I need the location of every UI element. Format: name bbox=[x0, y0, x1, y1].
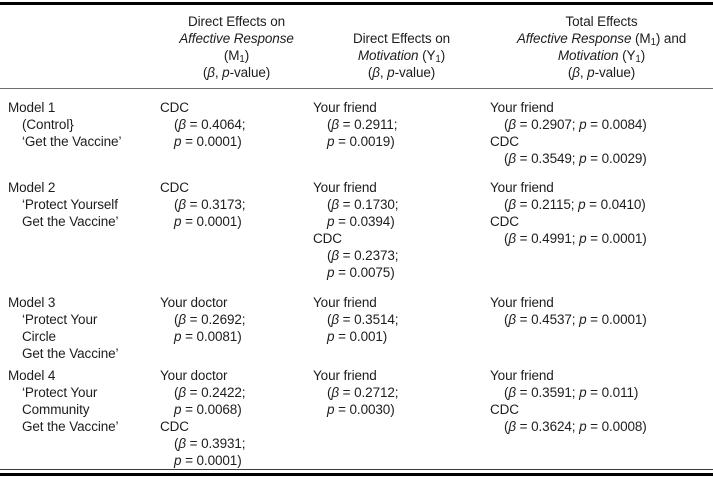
column-header-2: Direct Effects on Affective Response (M1)(… bbox=[160, 13, 313, 81]
model-label-cell: Model 4 ‘Protect Your Community Get the Vac… bbox=[8, 367, 160, 469]
model-label-line: Get the Vaccine’ bbox=[22, 419, 119, 434]
effect-line: Your friend bbox=[313, 295, 377, 310]
model-label-line: ‘Protect Your bbox=[22, 385, 98, 400]
effect-line: (β = 0.4537; p = 0.0001) bbox=[504, 312, 647, 327]
effect-line: (β = 0.2907; p = 0.0084) bbox=[504, 117, 647, 132]
table-header-rule bbox=[0, 88, 713, 89]
header-line: Direct Effects on bbox=[187, 14, 286, 29]
table-row-model-4: Model 4 ‘Protect Your Community Get the Vac… bbox=[0, 367, 713, 469]
table-row-model-2: Model 2 ‘Protect Yourself Get the Vaccine’… bbox=[0, 179, 713, 281]
model-label-line: Model 2 bbox=[8, 180, 56, 195]
effect-line: p = 0.0075) bbox=[327, 265, 395, 280]
effect-line: p = 0.0001) bbox=[174, 134, 242, 149]
table-body: Model 1 (Control} ‘Get the Vaccine’ CDC (β =… bbox=[0, 89, 713, 469]
effect-line: p = 0.0001) bbox=[174, 214, 242, 229]
effect-line: CDC bbox=[490, 402, 519, 417]
model-label-line: (Control} bbox=[22, 117, 74, 132]
header-line: Motivation (Y1) bbox=[357, 48, 446, 65]
effect-line: p = 0.0019) bbox=[327, 134, 395, 149]
table-top-rule bbox=[0, 2, 713, 5]
effect-line: Your friend bbox=[490, 295, 554, 310]
effect-cell: Your friend (β = 0.2115; p = 0.0410) CDC (β… bbox=[490, 179, 713, 281]
effect-line: p = 0.0394) bbox=[327, 214, 395, 229]
header-line: Affective Response (M1) and bbox=[516, 31, 687, 48]
effect-cell: Your doctor (β = 0.2692; p = 0.0081) bbox=[160, 294, 313, 362]
effect-line: p = 0.0001) bbox=[174, 453, 242, 468]
model-label-line: Model 3 bbox=[8, 295, 56, 310]
effect-line: p = 0.0068) bbox=[174, 402, 242, 417]
effect-line: (β = 0.2373; bbox=[327, 248, 399, 263]
effect-cell: Your friend (β = 0.3514; p = 0.001) bbox=[313, 294, 490, 362]
effect-line: Your friend bbox=[313, 180, 377, 195]
table-row-model-3: Model 3 ‘Protect Your Circle Get the Vaccin… bbox=[0, 294, 713, 362]
model-label-cell: Model 1 (Control} ‘Get the Vaccine’ bbox=[8, 99, 160, 167]
model-label-line: ‘Protect Your bbox=[22, 312, 98, 327]
effect-line: Your friend bbox=[490, 100, 554, 115]
effect-cell: Your friend (β = 0.3591; p = 0.011) CDC (β … bbox=[490, 367, 713, 469]
effect-line: (β = 0.2712; bbox=[327, 385, 399, 400]
effect-cell: Your doctor (β = 0.2422; p = 0.0068) CDC (β … bbox=[160, 367, 313, 469]
effect-line: (β = 0.3173; bbox=[174, 197, 246, 212]
effect-line: p = 0.0081) bbox=[174, 329, 242, 344]
table-bottom-thin-rule bbox=[0, 469, 713, 470]
table-header-row: Direct Effects on Affective Response (M1)(… bbox=[0, 5, 713, 88]
effect-line: p = 0.001) bbox=[327, 329, 388, 344]
table-row-model-1: Model 1 (Control} ‘Get the Vaccine’ CDC (β =… bbox=[0, 99, 713, 167]
effect-line: (β = 0.3591; p = 0.011) bbox=[504, 385, 639, 400]
effect-line: (β = 0.4064; bbox=[174, 117, 246, 132]
header-line: Direct Effects on bbox=[352, 31, 451, 46]
effect-cell: Your friend (β = 0.2907; p = 0.0084) CDC (β… bbox=[490, 99, 713, 167]
model-label-line: ‘Get the Vaccine’ bbox=[22, 134, 122, 149]
model-label-line: Community bbox=[22, 402, 90, 417]
header-line: Total Effects bbox=[565, 14, 638, 29]
effect-line: (β = 0.3624; p = 0.0008) bbox=[504, 419, 647, 434]
effect-line: Your doctor bbox=[160, 295, 228, 310]
table-bottom-thick-rule bbox=[0, 473, 713, 476]
effect-line: CDC bbox=[313, 231, 342, 246]
model-label-cell: Model 3 ‘Protect Your Circle Get the Vaccin… bbox=[8, 294, 160, 362]
effect-line: Your friend bbox=[490, 180, 554, 195]
effect-cell: Your friend (β = 0.2911; p = 0.0019) bbox=[313, 99, 490, 167]
effect-cell: Your friend (β = 0.2712; p = 0.0030) bbox=[313, 367, 490, 469]
effect-line: Your friend bbox=[313, 368, 377, 383]
model-label-line: Model 4 bbox=[8, 368, 56, 383]
effect-cell: Your friend (β = 0.1730; p = 0.0394) CDC (β … bbox=[313, 179, 490, 281]
effect-line: p = 0.0030) bbox=[327, 402, 395, 417]
effect-line: Your doctor bbox=[160, 368, 228, 383]
effect-line: (β = 0.2911; bbox=[327, 117, 398, 132]
effect-cell: Your friend (β = 0.4537; p = 0.0001) bbox=[490, 294, 713, 362]
header-line: (M1) bbox=[223, 48, 250, 65]
header-line: (β, p-value) bbox=[567, 65, 636, 80]
effect-line: (β = 0.2115; p = 0.0410) bbox=[504, 197, 646, 212]
effect-line: CDC bbox=[160, 100, 189, 115]
effect-line: (β = 0.2692; bbox=[174, 312, 246, 327]
effect-line: CDC bbox=[160, 419, 189, 434]
effect-line: (β = 0.3549; p = 0.0029) bbox=[504, 151, 647, 166]
effect-line: (β = 0.3514; bbox=[327, 312, 399, 327]
model-label-line: ‘Protect Yourself bbox=[22, 197, 118, 212]
header-line: (β, p-value) bbox=[367, 65, 436, 80]
model-label-line: Get the Vaccine’ bbox=[22, 214, 119, 229]
model-label-line: Model 1 bbox=[8, 100, 56, 115]
effect-line: (β = 0.1730; bbox=[327, 197, 399, 212]
column-header-4: Total Effects Affective Response (M1) and… bbox=[490, 13, 713, 81]
effect-line: Your friend bbox=[313, 100, 377, 115]
effect-line: CDC bbox=[490, 134, 519, 149]
effect-cell: CDC (β = 0.3173; p = 0.0001) bbox=[160, 179, 313, 281]
header-line: (β, p-value) bbox=[202, 65, 271, 80]
header-line: Motivation (Y1) bbox=[557, 48, 646, 65]
effect-cell: CDC (β = 0.4064; p = 0.0001) bbox=[160, 99, 313, 167]
column-header-3: Direct Effects on Motivation (Y1) (β, p-va… bbox=[313, 30, 490, 81]
effect-line: (β = 0.4991; p = 0.0001) bbox=[504, 231, 647, 246]
model-label-line: Get the Vaccine’ bbox=[22, 346, 119, 361]
model-label-line: Circle bbox=[22, 329, 56, 344]
effect-line: (β = 0.2422; bbox=[174, 385, 246, 400]
effect-line: (β = 0.3931; bbox=[174, 436, 246, 451]
header-line: Affective Response bbox=[179, 31, 294, 46]
model-label-cell: Model 2 ‘Protect Yourself Get the Vaccine’ bbox=[8, 179, 160, 281]
effect-line: CDC bbox=[160, 180, 189, 195]
effect-line: CDC bbox=[490, 214, 519, 229]
effect-line: Your friend bbox=[490, 368, 554, 383]
